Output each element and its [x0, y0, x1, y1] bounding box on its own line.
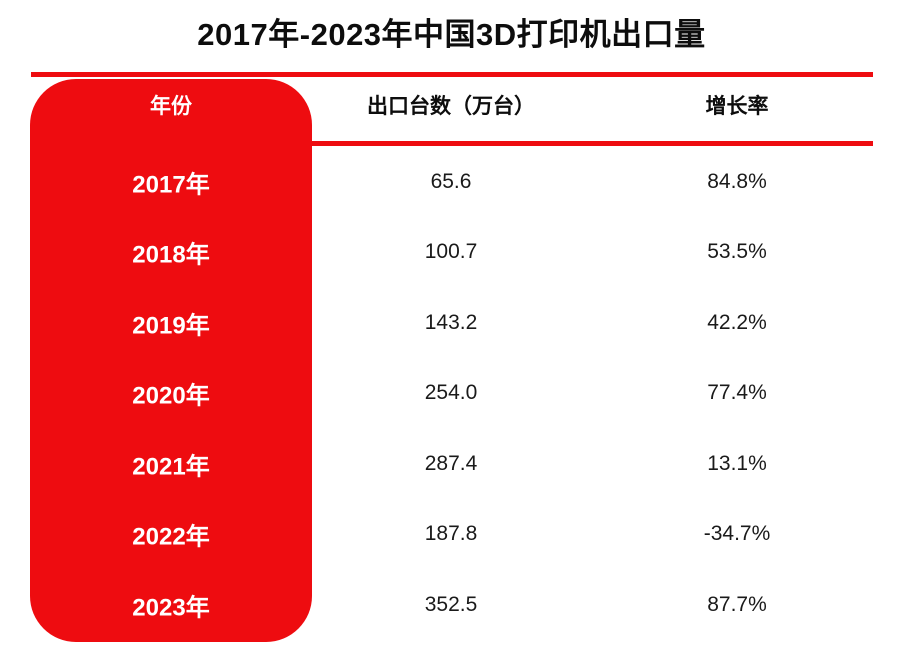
growth-cell: 84.8%: [707, 170, 767, 193]
year-cell: 2021年: [132, 453, 210, 481]
growth-cell: 53.5%: [707, 240, 767, 263]
exports-cell: 287.4: [424, 452, 478, 475]
growth-cell: 13.1%: [707, 452, 767, 475]
growth-cell: 87.7%: [707, 593, 767, 616]
exports-cell: 352.5: [424, 593, 478, 616]
exports-cell: 100.7: [424, 240, 478, 263]
year-cell: 2019年: [132, 312, 210, 340]
exports-cell: 254.0: [424, 381, 478, 404]
exports-cell: 143.2: [424, 311, 478, 334]
growth-cell: -34.7%: [703, 522, 771, 545]
growth-cell: 42.2%: [707, 311, 767, 334]
year-cell: 2023年: [132, 594, 210, 622]
column-header-exports: 出口台数（万台）: [367, 95, 535, 118]
page-title: 2017年-2023年中国3D打印机出口量: [197, 17, 706, 52]
top-divider: [31, 72, 873, 77]
year-cell: 2020年: [132, 382, 210, 410]
year-cell: 2017年: [132, 171, 210, 199]
header-divider: [311, 141, 873, 146]
exports-cell: 187.8: [424, 522, 478, 545]
year-cell: 2018年: [132, 241, 210, 269]
growth-cell: 77.4%: [707, 381, 767, 404]
column-header-year: 年份: [150, 95, 192, 118]
exports-cell: 65.6: [430, 170, 472, 193]
year-cell: 2022年: [132, 523, 210, 551]
year-column-panel: [30, 79, 312, 642]
column-header-growth: 增长率: [705, 95, 769, 118]
